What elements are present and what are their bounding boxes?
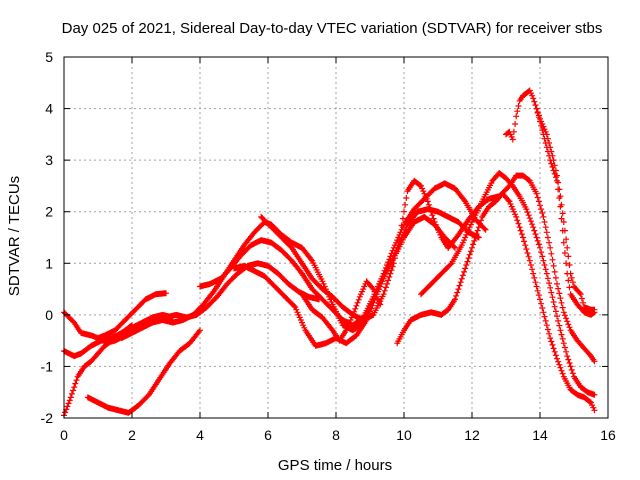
x-tick-label: 14 xyxy=(532,427,548,443)
y-tick-label: -2 xyxy=(41,410,54,426)
series-8-points xyxy=(231,206,482,349)
series-12 xyxy=(445,172,598,365)
y-tick-label: 3 xyxy=(45,152,53,168)
series-6-points xyxy=(197,180,489,329)
series-8 xyxy=(231,206,482,349)
y-axis-label: SDTVAR / TECUs xyxy=(6,176,23,296)
series-14 xyxy=(533,105,598,318)
y-tick-label: 0 xyxy=(45,307,53,323)
y-tick-label: -1 xyxy=(41,358,54,374)
x-tick-label: 12 xyxy=(464,427,480,443)
chart-title: Day 025 of 2021, Sidereal Day-to-day VTE… xyxy=(62,20,603,37)
x-tick-label: 6 xyxy=(264,427,272,443)
y-tick-label: 2 xyxy=(45,204,53,220)
y-tick-label: 4 xyxy=(45,101,53,117)
series-14-points xyxy=(533,105,598,318)
x-tick-label: 4 xyxy=(196,427,204,443)
series-3 xyxy=(84,327,203,416)
x-tick-label: 8 xyxy=(332,427,340,443)
y-tick-label: 5 xyxy=(45,49,53,65)
x-tick-label: 16 xyxy=(600,427,616,443)
series-10-points xyxy=(394,190,598,414)
x-tick-label: 0 xyxy=(60,427,68,443)
x-tick-label: 2 xyxy=(128,427,136,443)
x-axis-label: GPS time / hours xyxy=(278,457,392,474)
series-6 xyxy=(197,180,489,329)
series-3-points xyxy=(84,327,203,416)
series-12-points xyxy=(445,172,598,365)
series-9-points xyxy=(299,278,384,344)
x-tick-label: 10 xyxy=(396,427,412,443)
series-9 xyxy=(299,278,384,344)
y-tick-label: 1 xyxy=(45,255,53,271)
series-10 xyxy=(394,190,598,414)
